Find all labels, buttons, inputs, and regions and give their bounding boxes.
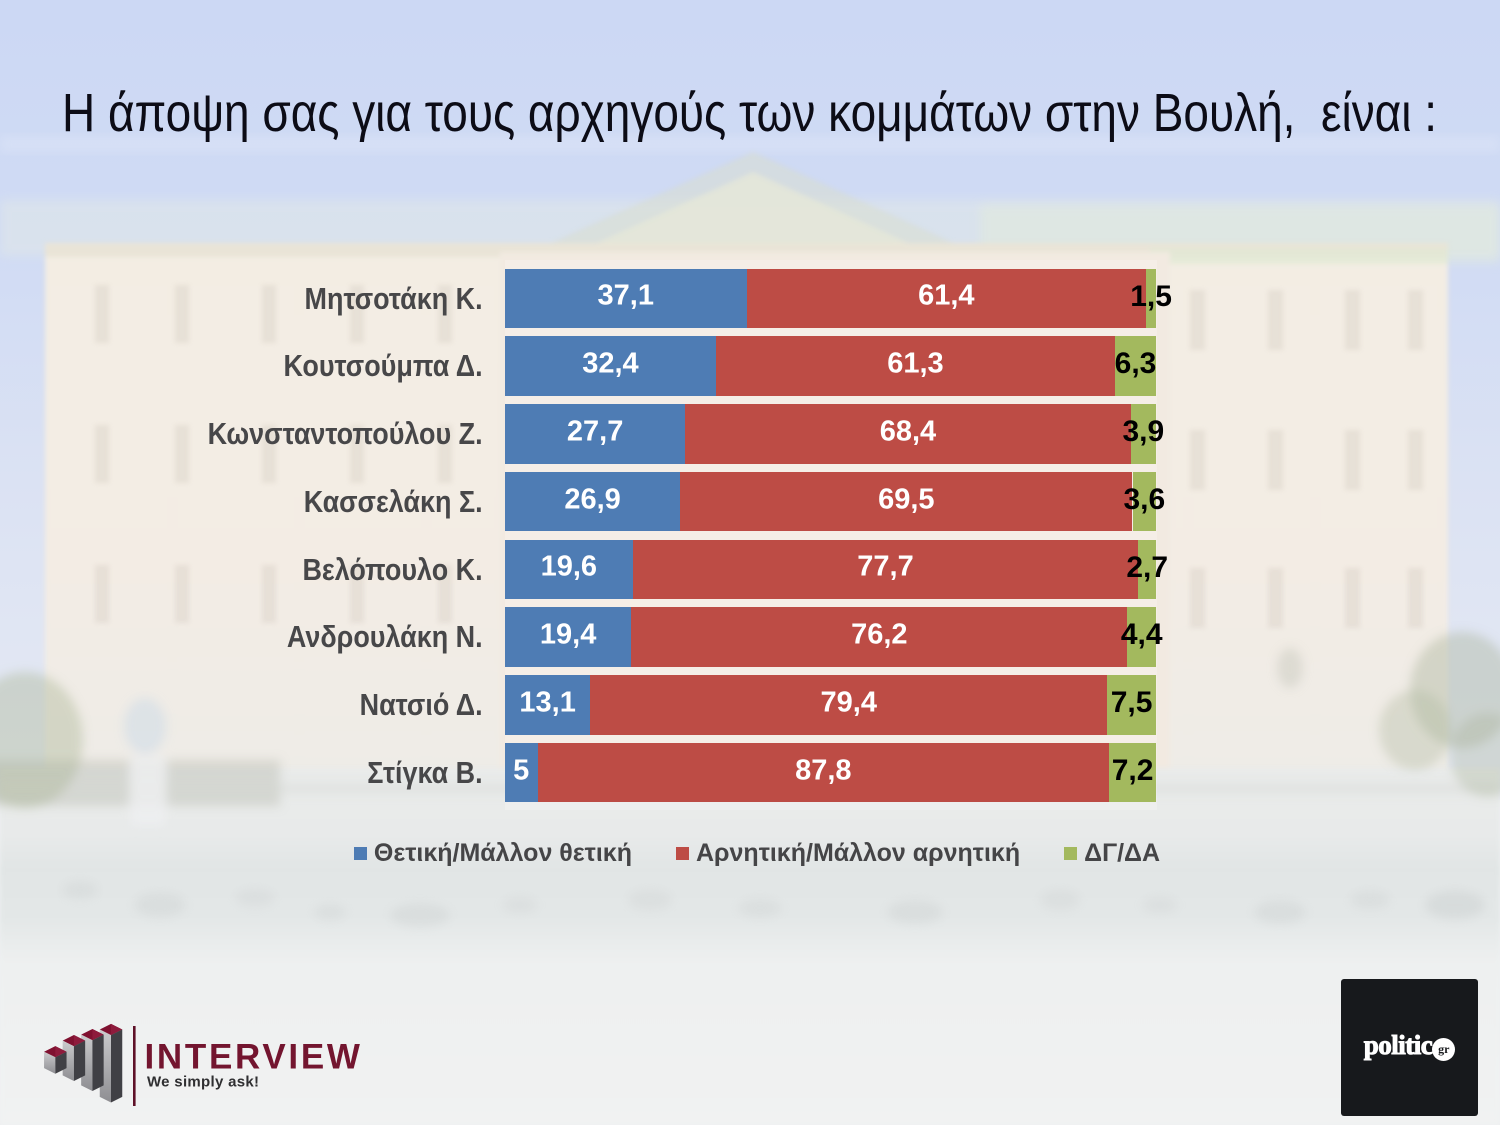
svg-text:We simply ask!: We simply ask! xyxy=(147,1074,259,1091)
svg-text:INTERVIEW: INTERVIEW xyxy=(145,1038,363,1077)
